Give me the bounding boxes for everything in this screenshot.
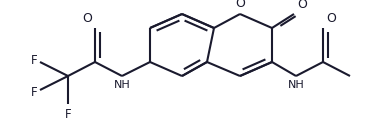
Text: F: F [65,108,71,121]
Text: O: O [82,12,92,25]
Text: NH: NH [114,80,130,90]
Text: O: O [297,0,307,11]
Text: NH: NH [288,80,304,90]
Text: O: O [235,0,245,10]
Text: O: O [326,12,336,25]
Text: F: F [30,86,37,99]
Text: F: F [30,53,37,67]
